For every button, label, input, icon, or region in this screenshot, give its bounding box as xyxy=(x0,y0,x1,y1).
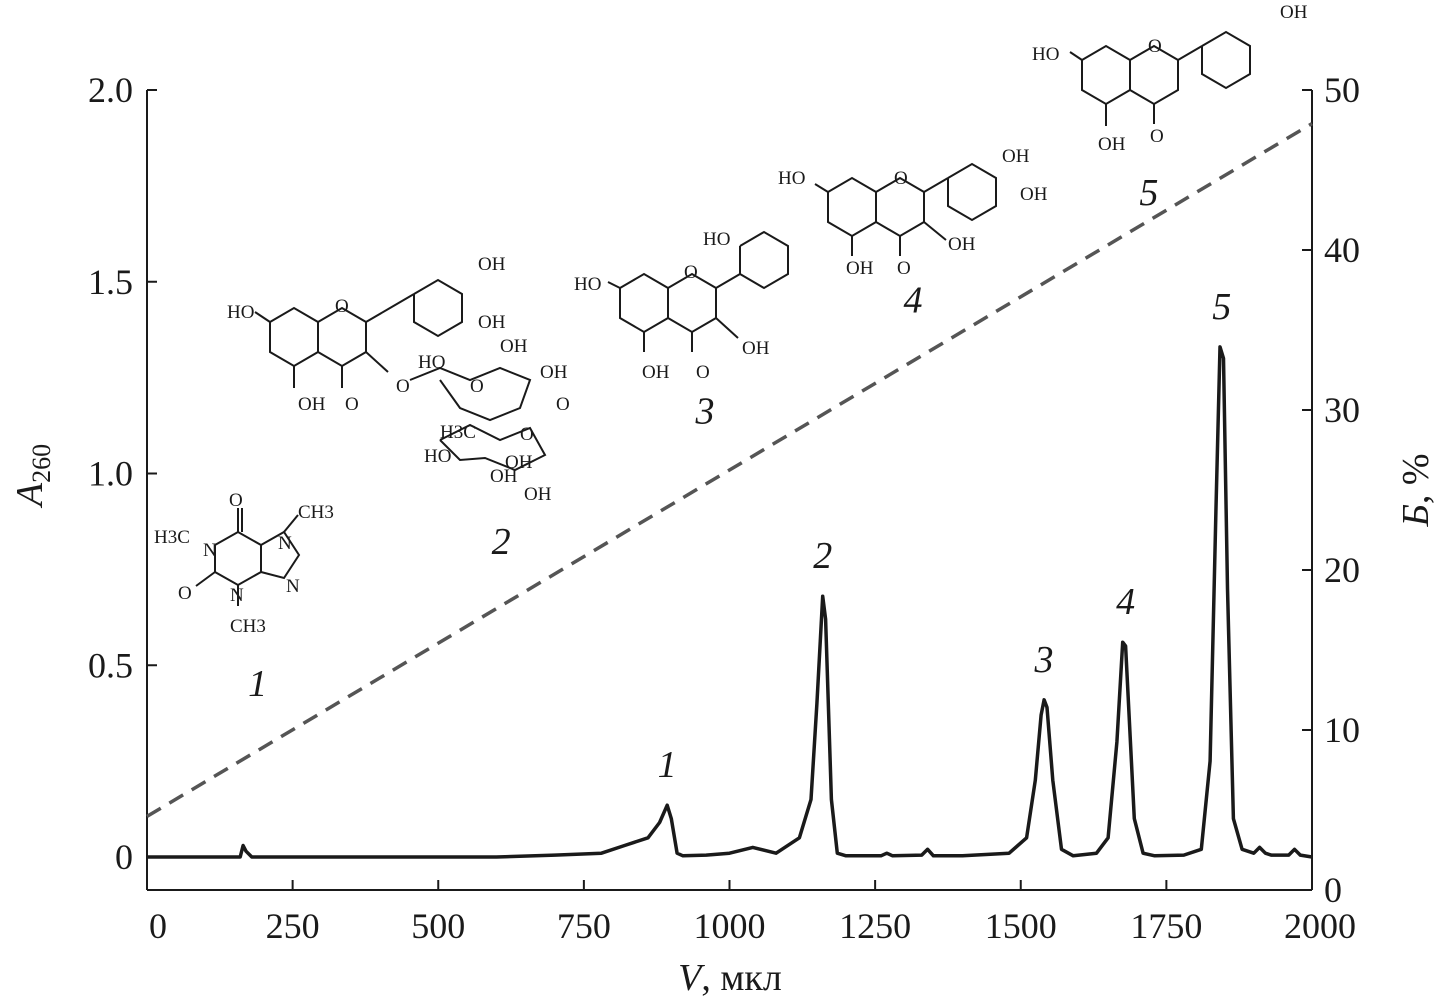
structure-1-drawing: O H3C N O N CH3 N N CH3 xyxy=(154,490,334,637)
y-axis-title: A260 xyxy=(9,444,56,509)
peak-label: 4 xyxy=(1116,581,1135,623)
s2-sugar-oh2: OH xyxy=(540,362,568,383)
y-tick-label: 0 xyxy=(115,837,133,877)
s3-ho-left: HO xyxy=(574,274,601,295)
x-tick-label: 500 xyxy=(411,906,465,946)
x-tick-label: 1000 xyxy=(694,906,766,946)
s3-o-ring: O xyxy=(684,262,698,283)
x-axis-unit: , мкл xyxy=(701,957,782,999)
x-tick-label: 750 xyxy=(557,906,611,946)
s1-n1: N xyxy=(203,540,217,561)
structure-number: 2 xyxy=(492,521,511,563)
s4-oh-mid: OH xyxy=(948,234,976,255)
s2-oh-right: OH xyxy=(478,312,506,333)
x-tick-label: 250 xyxy=(266,906,320,946)
s2-sugar-oh1: OH xyxy=(500,336,528,357)
s2-rha-oh1: OH xyxy=(490,466,518,487)
structure-4-drawing: HO O OH OH OH OH O xyxy=(778,146,1048,279)
s3-ho-top: HO xyxy=(703,229,730,250)
y2-tick-label: 20 xyxy=(1324,550,1360,590)
y2-tick-label: 50 xyxy=(1324,70,1360,110)
tick-labels: 0 250 500 750 1000 1250 1500 1750 200000.51.01.5… xyxy=(88,70,1360,946)
s5-o-keto: O xyxy=(1150,126,1164,147)
gradient-line xyxy=(146,122,1313,818)
s2-rha-oh3: OH xyxy=(524,484,552,505)
structure-numbers: 1 2 3 4 5 xyxy=(248,172,1158,705)
x-tick-label: 0 xyxy=(149,906,167,946)
x-axis-symbol: V xyxy=(678,957,705,999)
structure-number: 3 xyxy=(695,391,715,433)
s2-o-link: O xyxy=(396,376,410,397)
s2-ho-left: HO xyxy=(227,302,254,323)
peak-label: 5 xyxy=(1212,286,1231,328)
y-tick-label: 1.5 xyxy=(88,262,133,302)
structure-number: 4 xyxy=(903,279,922,321)
y2-tick-label: 0 xyxy=(1324,870,1342,910)
s4-o-keto: O xyxy=(897,258,911,279)
y2-axis-symbol: Б xyxy=(1395,504,1437,527)
s2-rha-ho: HO xyxy=(424,446,451,467)
s3-oh-right: OH xyxy=(742,338,770,359)
s2-oh-top: OH xyxy=(478,254,506,275)
s2-sugar-ho1: HO xyxy=(418,352,445,373)
y2-axis-title: Б, % xyxy=(1395,453,1437,527)
y2-axis-unit: , % xyxy=(1395,453,1437,504)
s3-o-keto: O xyxy=(696,362,710,383)
y-axis-subscript: 260 xyxy=(27,444,56,483)
x-tick-label: 1750 xyxy=(1130,906,1202,946)
s1-ch3-bottom: CH3 xyxy=(230,616,266,637)
series-layer xyxy=(146,122,1313,859)
s1-ch3-top: CH3 xyxy=(298,502,334,523)
y-axis-symbol: A xyxy=(9,482,51,509)
y2-tick-label: 10 xyxy=(1324,710,1360,750)
s5-ho-left: HO xyxy=(1032,44,1059,65)
s5-oh-bottom: OH xyxy=(1098,134,1126,155)
s4-oh-right: OH xyxy=(1020,184,1048,205)
s4-oh-bottom: OH xyxy=(846,258,874,279)
s4-o-ring: O xyxy=(894,168,908,189)
structure-2-drawing: HO OH OH OH O O O HO OH OH O O H3C O HO … xyxy=(227,254,570,505)
peak-labels: 1 2 3 4 5 xyxy=(658,286,1232,786)
y2-tick-label: 30 xyxy=(1324,390,1360,430)
s1-n4: N xyxy=(286,576,300,597)
s2-sugar-o2: O xyxy=(556,394,570,415)
x-tick-label: 1250 xyxy=(839,906,911,946)
s2-rha-oh2: OH xyxy=(505,452,533,473)
y2-tick-label: 40 xyxy=(1324,230,1360,270)
s1-n3: N xyxy=(278,533,292,554)
peak-label: 2 xyxy=(813,535,832,577)
s1-o-top: O xyxy=(229,490,243,511)
s1-o-left: O xyxy=(178,583,192,604)
peak-label: 3 xyxy=(1034,639,1054,681)
plot-frame xyxy=(146,90,1313,891)
s5-o-ring: O xyxy=(1148,36,1162,57)
y-tick-label: 1.0 xyxy=(88,454,133,494)
s4-oh-top: OH xyxy=(1002,146,1030,167)
structure-5-drawing: HO O OH OH O xyxy=(1032,2,1308,155)
x-tick-label: 2000 xyxy=(1284,906,1356,946)
peak-label: 1 xyxy=(658,744,677,786)
s2-h3c: H3C xyxy=(440,422,476,443)
s2-o-ring: O xyxy=(335,296,349,317)
s3-oh-bottom: OH xyxy=(642,362,670,383)
s5-oh-top: OH xyxy=(1280,2,1308,23)
s1-n2: N xyxy=(230,585,244,606)
s2-sugar-o1: O xyxy=(470,376,484,397)
axis-ticks xyxy=(146,89,1313,891)
x-axis-title: V, мкл xyxy=(678,957,782,999)
x-tick-label: 1500 xyxy=(985,906,1057,946)
structure-number: 5 xyxy=(1139,172,1158,214)
y-tick-label: 0.5 xyxy=(88,645,133,685)
s4-ho-left: HO xyxy=(778,168,805,189)
y-tick-label: 2.0 xyxy=(88,70,133,110)
s2-sugar-o3: O xyxy=(520,424,534,445)
absorbance-line xyxy=(147,345,1313,859)
s1-h3c: H3C xyxy=(154,527,190,548)
s2-o-keto: O xyxy=(345,394,359,415)
structure-number: 1 xyxy=(248,663,267,705)
structure-3-drawing: HO HO O OH OH O xyxy=(574,229,789,383)
s2-oh-bottom: OH xyxy=(298,394,326,415)
